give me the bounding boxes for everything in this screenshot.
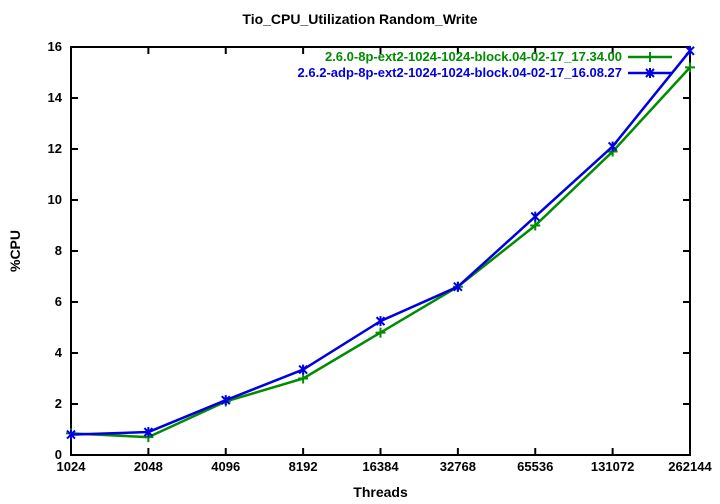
data-point-marker-star (66, 429, 76, 440)
y-tick-label: 8 (54, 243, 62, 258)
series-line (70, 66, 691, 439)
x-tick-label: 1024 (56, 459, 86, 474)
data-point-marker-plus (298, 373, 309, 384)
legend-entry-label: 2.6.2-adp-8p-ext2-1024-1024-block.04-02-… (297, 65, 622, 80)
data-point-marker-star (143, 427, 154, 438)
plot-border (70, 46, 691, 456)
data-point-marker-star (530, 211, 540, 222)
x-tick-label: 65536 (517, 459, 554, 474)
y-tick-label: 0 (54, 447, 62, 462)
data-point-marker-star (607, 141, 618, 152)
x-axis-label: Threads (353, 484, 408, 500)
data-point-marker-star (685, 45, 695, 56)
data-point-marker-plus (530, 220, 541, 231)
y-tick-label: 12 (47, 141, 62, 156)
y-tick-label: 4 (54, 345, 62, 360)
x-tick-label: 131072 (590, 459, 635, 474)
x-tick-label: 4096 (211, 459, 241, 474)
y-tick-label: 6 (54, 294, 62, 309)
series-line (70, 50, 691, 436)
x-tick-label: 262144 (668, 459, 712, 474)
data-point-marker-star (298, 364, 308, 375)
y-tick-label: 14 (47, 90, 62, 105)
x-tick-label: 8192 (288, 459, 318, 474)
data-point-marker-plus (645, 52, 655, 62)
x-tick-label: 32768 (439, 459, 476, 474)
x-tick-label: 2048 (133, 459, 163, 474)
y-tick-label: 16 (47, 39, 62, 54)
y-tick-label: 2 (54, 396, 62, 411)
legend-entry-label: 2.6.0-8p-ext2-1024-1024-block.04-02-17_1… (324, 49, 622, 64)
data-point-marker-plus (685, 62, 695, 73)
data-point-marker-plus (375, 327, 386, 338)
data-point-marker-star (221, 395, 231, 406)
data-point-marker-star (645, 68, 655, 78)
data-point-marker-star (375, 316, 386, 327)
y-tick-label: 10 (47, 192, 62, 207)
data-point-marker-star (453, 281, 463, 292)
x-tick-label: 16384 (362, 459, 399, 474)
chart-title: Tio_CPU_Utilization Random_Write (242, 11, 478, 27)
